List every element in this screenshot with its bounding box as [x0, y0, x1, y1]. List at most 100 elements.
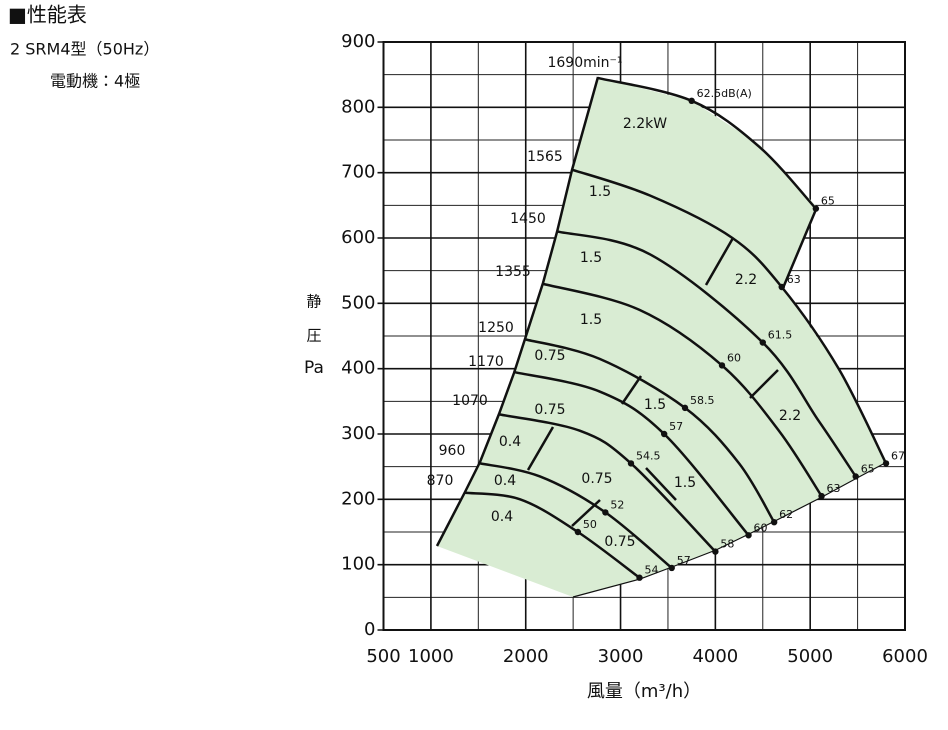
- plot-area: [464, 76, 888, 579]
- noise-label: 63: [787, 273, 801, 286]
- noise-label: 52: [610, 498, 624, 511]
- y-tick-label: 800: [341, 96, 375, 117]
- noise-point: [770, 519, 778, 526]
- noise-point: [812, 205, 820, 212]
- x-tick-label: 2000: [503, 646, 549, 667]
- speed-label: 1450: [510, 211, 546, 227]
- power-boundary: [571, 499, 601, 527]
- noise-point: [818, 492, 825, 500]
- x-tick-label: 500: [366, 646, 400, 667]
- noise-label: 54.5: [636, 449, 661, 462]
- x-tick-label: 4000: [692, 646, 738, 667]
- noise-point: [778, 283, 785, 291]
- noise-point: [574, 528, 582, 536]
- speed-curve: [597, 76, 817, 210]
- speed-curve: [556, 230, 857, 478]
- power-label: 0.4: [494, 473, 516, 489]
- speed-label: 1355: [495, 264, 531, 280]
- noise-label: 60: [754, 521, 768, 534]
- speed-curve: [498, 413, 717, 553]
- power-label: 1.5: [580, 250, 602, 266]
- noise-label: 67: [891, 449, 905, 462]
- noise-label: 63: [827, 482, 841, 495]
- speed-label: 1070: [452, 393, 488, 409]
- power-boundary: [620, 375, 643, 405]
- power-label: 0.4: [491, 509, 513, 525]
- y-tick-label: 100: [341, 554, 375, 575]
- noise-label: 65: [821, 195, 835, 208]
- noise-label: 57: [677, 554, 691, 567]
- noise-label: 62: [779, 508, 793, 521]
- power-boundary: [645, 467, 677, 501]
- noise-label: 65: [861, 462, 875, 475]
- left-boundary: [435, 76, 600, 547]
- operating-area: [437, 77, 887, 597]
- speed-curve: [479, 462, 673, 569]
- speed-curve: [570, 168, 888, 464]
- speed-label: 1250: [478, 320, 514, 336]
- noise-point: [627, 460, 635, 467]
- power-boundary: [704, 237, 735, 286]
- power-label: 1.5: [644, 397, 666, 413]
- speed-label: 1565: [527, 149, 563, 165]
- power-label: 1.5: [580, 312, 602, 328]
- power-boundary: [749, 369, 779, 399]
- speed-curve: [513, 370, 750, 537]
- x-tick-label: 5000: [787, 646, 833, 667]
- power-label: 2.2kW: [623, 116, 667, 132]
- power-label: 0.75: [604, 534, 635, 550]
- y-tick-label: 400: [341, 358, 375, 379]
- noise-point: [882, 460, 890, 467]
- page-title: ■性能表: [8, 3, 87, 27]
- noise-point: [759, 339, 766, 346]
- speed-curve: [542, 282, 823, 497]
- noise-label: 57: [669, 420, 683, 433]
- y-tick-label: 700: [341, 162, 375, 183]
- speed-label: 1690min⁻¹: [547, 55, 622, 71]
- y-axis-label: 圧: [306, 327, 321, 345]
- noise-point: [688, 97, 695, 105]
- y-tick-label: 0: [364, 619, 375, 640]
- y-tick-label: 200: [341, 488, 375, 509]
- right-boundary: [781, 206, 819, 289]
- noise-point: [668, 564, 675, 572]
- power-label: 2.2: [735, 272, 757, 288]
- power-label: 1.5: [674, 475, 696, 491]
- power-label: 0.75: [581, 471, 612, 487]
- motor-note: 電動機：4極: [50, 72, 140, 91]
- power-label: 2.2: [779, 408, 801, 424]
- power-label: 0.75: [534, 402, 565, 418]
- y-axis-label: Pa: [304, 358, 324, 378]
- speed-label: 1170: [468, 354, 504, 370]
- x-tick-label: 1000: [408, 646, 454, 667]
- noise-label: 60: [727, 351, 741, 364]
- speed-label: 870: [427, 473, 454, 489]
- noise-label: 61.5: [768, 329, 793, 342]
- noise-point: [636, 574, 643, 581]
- noise-point: [602, 509, 609, 516]
- y-tick-label: 500: [341, 292, 375, 313]
- noise-point: [712, 548, 719, 555]
- x-axis-label: 風量（m³/h）: [587, 681, 701, 702]
- noise-point: [681, 404, 689, 412]
- plot-frame: [382, 41, 906, 631]
- speed-label: 960: [439, 443, 466, 459]
- noise-label: 50: [583, 518, 597, 531]
- speed-curve: [464, 491, 641, 579]
- noise-label: 58: [720, 538, 734, 551]
- power-boundary: [526, 426, 555, 471]
- x-tick-label: 3000: [598, 646, 644, 667]
- x-tick-label: 6000: [882, 646, 928, 667]
- power-label: 1.5: [589, 184, 611, 200]
- y-tick-label: 300: [341, 423, 375, 444]
- power-label: 0.4: [499, 434, 521, 450]
- noise-label: 54: [645, 564, 659, 577]
- y-axis-label: 静: [306, 293, 321, 311]
- noise-point: [745, 532, 752, 539]
- y-tick-label: 900: [341, 31, 375, 52]
- noise-point: [718, 362, 726, 369]
- noise-point: [660, 430, 668, 438]
- noise-label: 62.5dB(A): [697, 87, 752, 100]
